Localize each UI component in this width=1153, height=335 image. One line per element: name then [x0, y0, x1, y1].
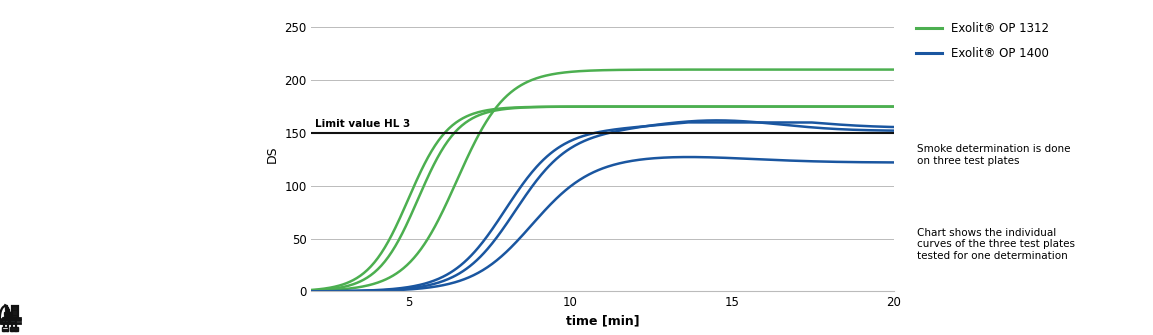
Text: Limit value HL 3: Limit value HL 3: [315, 119, 409, 129]
Bar: [5, 312, 9, 313]
Y-axis label: DS: DS: [265, 145, 279, 163]
Bar: [5, 309, 9, 310]
Bar: [5, 308, 8, 309]
Bar: [1, 327, 8, 331]
Bar: [2, 320, 5, 322]
Bar: [5, 313, 10, 314]
Bar: [5, 311, 9, 312]
Bar: [5, 306, 7, 307]
Text: Smoke determination is done
on three test plates: Smoke determination is done on three tes…: [917, 144, 1070, 165]
Bar: [5, 320, 8, 322]
Bar: [5, 317, 12, 318]
Bar: [5, 314, 10, 315]
Text: Chart shows the individual
curves of the three test plates
tested for one determ: Chart shows the individual curves of the…: [917, 228, 1075, 261]
Legend: Exolit® OP 1312, Exolit® OP 1400: Exolit® OP 1312, Exolit® OP 1400: [911, 17, 1054, 64]
FancyBboxPatch shape: [1, 319, 9, 324]
Bar: [10, 327, 18, 331]
X-axis label: time [min]: time [min]: [566, 315, 639, 328]
Bar: [12, 306, 18, 318]
Bar: [5, 316, 10, 317]
Bar: [10, 320, 15, 322]
FancyBboxPatch shape: [9, 320, 16, 324]
Bar: [5, 307, 8, 308]
